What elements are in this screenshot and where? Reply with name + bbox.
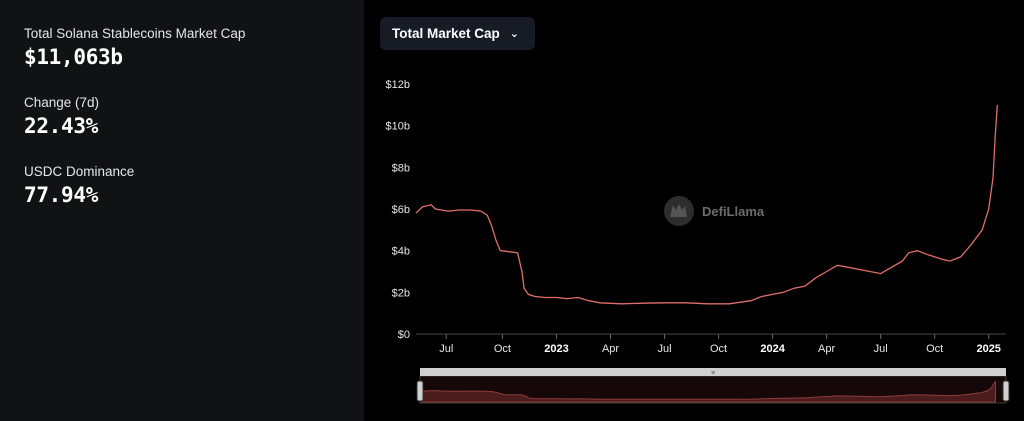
change-7d-label: Change (7d) [24, 95, 100, 110]
x-tick-label: 2024 [760, 343, 785, 355]
y-tick-label: $2b [392, 287, 410, 299]
x-tick-label: Apr [602, 343, 619, 355]
brush-area [421, 380, 996, 403]
range-brush[interactable]: ≡ [416, 368, 1010, 404]
y-tick-label: $4b [392, 246, 410, 258]
llama-icon [670, 204, 687, 217]
x-tick-label: Apr [818, 343, 835, 355]
series-line [415, 104, 999, 305]
scrollbar-grip-icon: ≡ [711, 370, 715, 377]
x-tick-label: Oct [710, 343, 727, 355]
market-cap-value: $11,063b [24, 45, 123, 69]
x-axis: Jul Oct 2023 Apr Jul Oct 2024 Apr Jul Oct 2025 [416, 333, 1006, 355]
usdc-dominance-value: 77.94% [24, 183, 99, 207]
market-cap-chart[interactable]: $12b $10b $8b $6b $4b $2b $0 Jul Oct 2023 Apr Jul O… [364, 0, 1024, 421]
brush-left-handle[interactable] [416, 380, 424, 402]
y-axis: $12b $10b $8b $6b $4b $2b $0 [386, 79, 410, 341]
y-tick-label: $12b [386, 79, 410, 91]
y-tick-label: $10b [386, 121, 410, 133]
x-tick-label: Oct [926, 343, 943, 355]
metric-dropdown[interactable]: Total Market Cap ⌄ [380, 17, 535, 50]
x-tick-label: 2023 [544, 343, 568, 355]
y-tick-label: $0 [398, 329, 410, 341]
stats-panel: Total Solana Stablecoins Market Cap $11,… [0, 0, 364, 421]
market-cap-stat: Total Solana Stablecoins Market Cap $11,… [24, 26, 245, 69]
market-cap-label: Total Solana Stablecoins Market Cap [24, 26, 246, 41]
metric-dropdown-label: Total Market Cap [392, 26, 500, 41]
change-7d-value: 22.43% [24, 114, 99, 138]
x-tick-label: Jul [439, 343, 453, 355]
x-tick-label: Oct [494, 343, 511, 355]
y-tick-label: $6b [392, 204, 410, 216]
y-tick-label: $8b [392, 162, 410, 174]
usdc-dominance-stat: USDC Dominance 77.94% [24, 164, 134, 207]
change-7d-stat: Change (7d) 22.43% [24, 95, 99, 138]
usdc-dominance-label: USDC Dominance [24, 164, 135, 179]
brush-right-handle[interactable] [1002, 380, 1010, 402]
defillama-watermark: DefiLlama [664, 196, 765, 226]
x-tick-label: Jul [658, 343, 672, 355]
watermark-text: DefiLlama [702, 204, 765, 219]
brush-scrollbar[interactable] [420, 368, 1006, 376]
x-tick-label: 2025 [976, 343, 1000, 355]
x-tick-label: Jul [874, 343, 888, 355]
chart-panel: Total Market Cap ⌄ $12b $10b $8b $6b $4b $2b $… [364, 0, 1024, 421]
chevron-down-icon: ⌄ [509, 28, 519, 40]
